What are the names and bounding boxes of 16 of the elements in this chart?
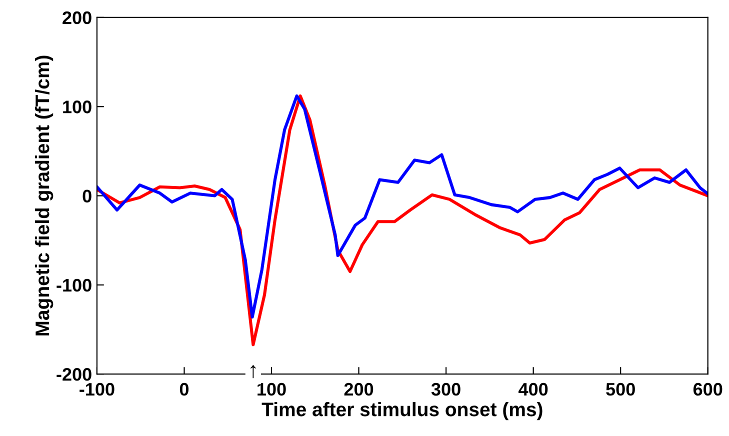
x-tick-label: -100 <box>80 382 114 396</box>
y-tick-label: -100 <box>56 278 92 292</box>
y-tick-label: 100 <box>63 100 92 114</box>
y-tick-label: -200 <box>56 368 92 381</box>
y-axis-title: Magnetic field gradient (fT/cm) <box>34 56 54 336</box>
annotation: ↑ <box>250 364 256 378</box>
x-tick-label: 300 <box>431 382 460 396</box>
y-tick-label: 200 <box>62 11 92 24</box>
x-tick-label: 400 <box>518 382 548 396</box>
x-tick-label: 600 <box>693 382 722 396</box>
y-tick-label: 0 <box>82 190 92 202</box>
x-tick-label: 100 <box>258 382 286 396</box>
x-axis-title: Time after stimulus onset (ms) <box>262 402 542 420</box>
x-tick-label: 500 <box>606 382 635 396</box>
x-tick-label: 0 <box>180 382 189 396</box>
x-tick-label: 200 <box>344 382 374 396</box>
